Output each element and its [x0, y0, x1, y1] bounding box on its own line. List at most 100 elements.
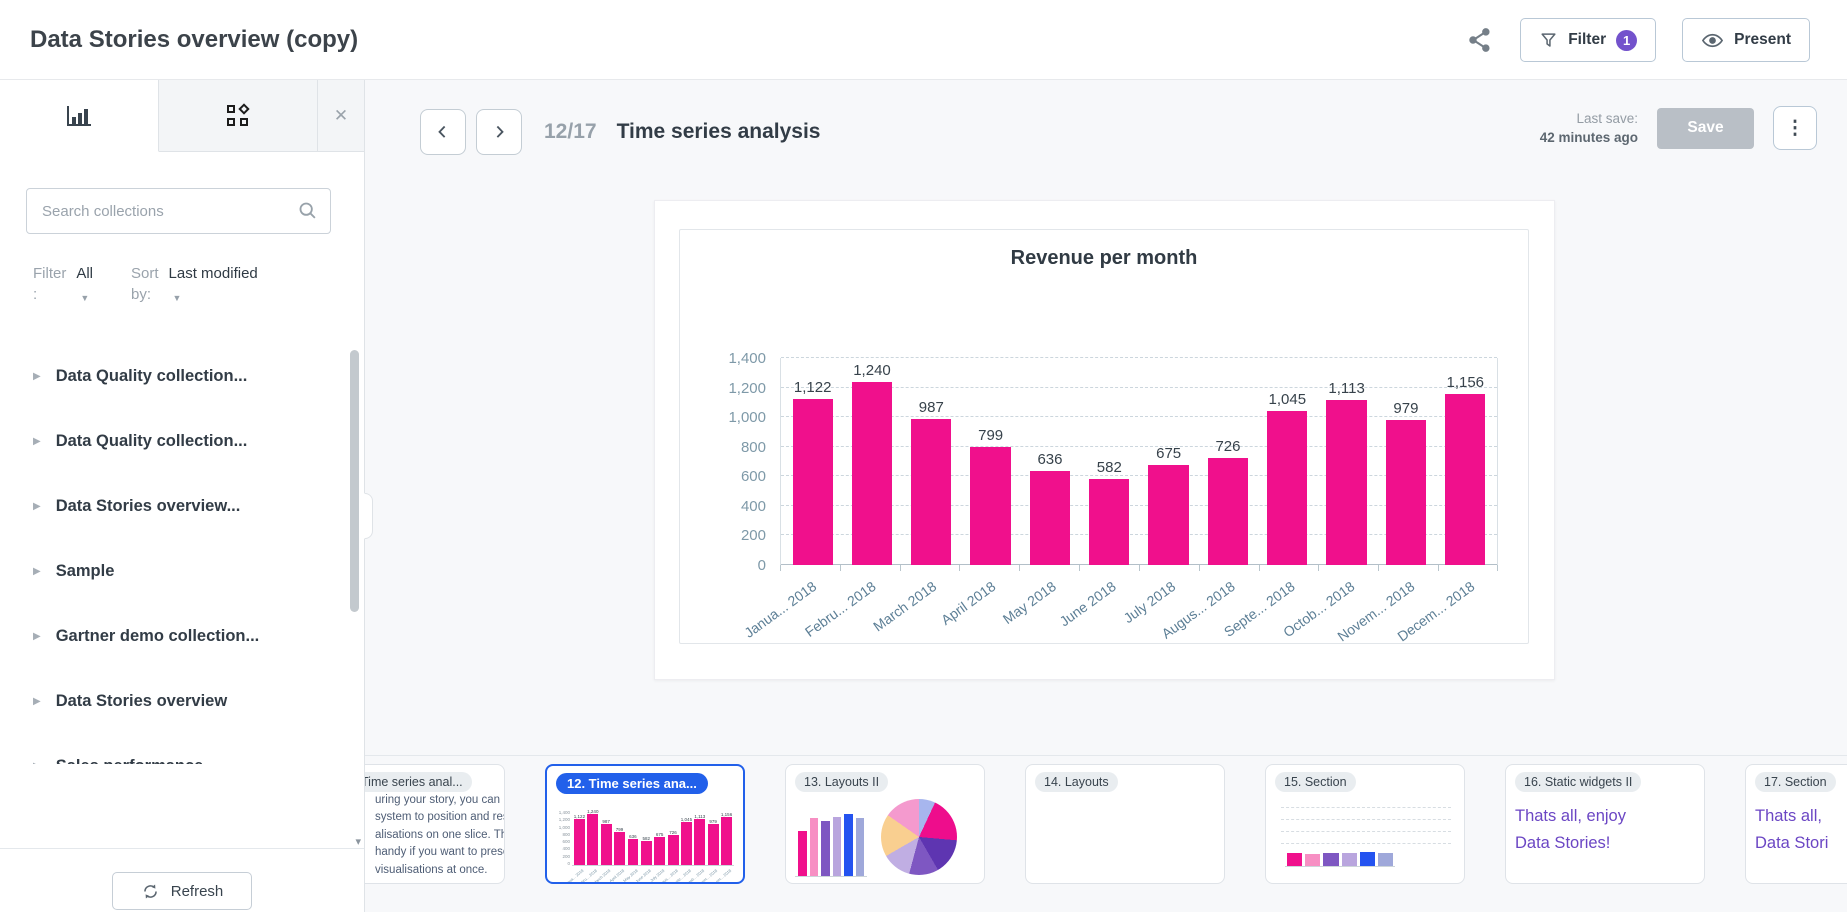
collection-item[interactable]: ▶ Sample [0, 539, 342, 604]
mini-bar-value: 636 [629, 833, 637, 839]
thumbnail-slide-11[interactable]: Time series anal... uring your story, yo… [365, 764, 505, 884]
scrollbar-thumb[interactable] [350, 350, 359, 612]
mini-bar-value: 1,156 [720, 812, 733, 818]
last-save-status: Last save: 42 minutes ago [1540, 109, 1638, 147]
bar[interactable] [1326, 400, 1367, 565]
mini-bar [694, 818, 706, 865]
bar[interactable] [1267, 410, 1308, 565]
mini-bar-slot: 979 [707, 819, 719, 865]
mini-bar [798, 831, 807, 876]
x-tick: Septe... 2018 [1221, 565, 1319, 640]
share-icon[interactable] [1466, 26, 1494, 54]
mini-bar [855, 817, 864, 876]
filter-button[interactable]: Filter 1 [1520, 18, 1657, 62]
mini-bar-slot: 1,113 [694, 814, 706, 865]
bar[interactable] [1029, 470, 1071, 565]
bar[interactable] [851, 381, 893, 565]
bar-slot: 1,113 [1317, 380, 1376, 565]
mini-y-label: 800 [562, 831, 570, 837]
collection-item[interactable]: ▶ Data Stories overview... [0, 474, 342, 539]
tab-widgets[interactable] [159, 80, 318, 151]
scrollbar-down-arrow[interactable]: ▾ [355, 836, 361, 848]
x-axis: Janua... 2018 Febru... 2018 March 2018 Apri… [741, 565, 1498, 644]
bar-value-label: 799 [978, 426, 1004, 444]
thumbnail-slide-12-selected[interactable]: 12. Time series ana... 1,400 1,200 1,000 80… [545, 764, 745, 884]
save-button[interactable]: Save [1657, 107, 1754, 149]
refresh-label: Refresh [170, 882, 224, 900]
mini-bar-value: 1,045 [680, 816, 693, 822]
bar-value-label: 726 [1215, 437, 1241, 455]
bar[interactable] [1148, 465, 1189, 565]
mini-bar-slot: 1,122 [574, 814, 585, 865]
y-tick-label: 600 [740, 468, 766, 486]
sidebar-collapse-handle[interactable] [364, 493, 373, 539]
thumbnail-slide-15[interactable]: 15. Section [1265, 764, 1465, 884]
mini-y-label: 400 [562, 846, 570, 852]
mini-bar-value: 799 [615, 826, 624, 832]
gridline [781, 416, 1497, 418]
thumbnail-slide-16[interactable]: 16. Static widgets II Thats all, enjoy D… [1505, 764, 1705, 884]
list-controls: Filter: All ▼ Sort by: Last modified ▼ [33, 263, 340, 309]
prev-slide-button[interactable] [420, 109, 466, 155]
thumbnail-badge: 14. Layouts [1035, 772, 1118, 792]
bar-slot: 1,240 [842, 362, 901, 565]
filter-dropdown[interactable]: Filter: All ▼ [33, 263, 93, 309]
main-area: 12/17 Time series analysis Last save: 42… [365, 80, 1847, 912]
bar[interactable] [1445, 394, 1486, 565]
collection-item[interactable]: ▶ Sales performance [0, 734, 342, 764]
sort-dropdown[interactable]: Sort by: Last modified ▼ [131, 263, 258, 309]
collection-item[interactable]: ▶ Data Quality collection... [0, 344, 342, 409]
bar-value-label: 1,113 [1328, 380, 1365, 398]
mini-bar-value: 1,113 [694, 813, 706, 819]
collection-item[interactable]: ▶ Gartner demo collection... [0, 604, 342, 669]
bar-value-label: 582 [1096, 458, 1122, 476]
collection-item[interactable]: ▶ Data Stories overview [0, 669, 342, 734]
bar[interactable] [1089, 478, 1130, 565]
present-button[interactable]: Present [1682, 18, 1810, 62]
thumbnail-badge: 12. Time series ana... [556, 773, 708, 794]
bar-slot: 1,045 [1258, 391, 1317, 565]
thumbnail-text-line: uring your story, you can use [375, 794, 504, 806]
header-actions: Filter 1 Present [1466, 18, 1810, 62]
thumbnail-badge: 13. Layouts II [795, 772, 889, 792]
mini-bar [832, 817, 841, 876]
search-input[interactable] [26, 188, 331, 234]
bar[interactable] [911, 419, 952, 565]
bar-value-label: 1,122 [793, 379, 832, 397]
collection-item[interactable]: ▶ Data Quality collection... [0, 409, 342, 474]
revenue-chart-widget[interactable]: Revenue per month 1,400 1,200 1,000 800 600 4… [679, 229, 1529, 644]
bar[interactable] [1385, 420, 1427, 565]
mini-bar [1305, 854, 1321, 866]
more-options-button[interactable]: ⋮ [1773, 106, 1817, 150]
tab-visualizations[interactable] [0, 80, 159, 152]
filter-value: All [76, 265, 94, 282]
filter-count-badge: 1 [1616, 29, 1638, 51]
gridline [781, 534, 1497, 536]
refresh-button[interactable]: Refresh [112, 872, 252, 910]
bar[interactable] [970, 446, 1011, 565]
collection-label: Gartner demo collection... [55, 627, 260, 645]
next-slide-button[interactable] [476, 109, 522, 155]
y-tick-label: 400 [740, 497, 766, 515]
thumbnail-badge: 16. Static widgets II [1515, 772, 1642, 792]
thumbnail-badge: 17. Section [1755, 772, 1836, 792]
chevron-down-icon: ▼ [172, 293, 182, 303]
collection-label: Sample [55, 562, 115, 580]
thumbnail-text-line: system to position and resize [375, 811, 504, 824]
thumbnail-text-line: visualisations at once. [375, 863, 488, 876]
page-indicator: 12/17 [544, 120, 597, 143]
bar[interactable] [1207, 457, 1249, 565]
mini-bar [1323, 852, 1339, 866]
thumbnail-slide-13[interactable]: 13. Layouts II [785, 764, 985, 884]
x-tick: Novem... 2018 [1335, 565, 1438, 644]
bar-slot: 1,122 [783, 379, 842, 565]
thumbnail-slide-17[interactable]: 17. Section Thats all, Data Stori [1745, 764, 1847, 884]
x-tick: Febru... 2018 [802, 565, 900, 640]
mini-bar-slot: 987 [600, 819, 612, 865]
y-tick-label: 1,000 [728, 409, 766, 427]
sidebar-close-button[interactable]: ✕ [318, 80, 364, 151]
y-axis-labels: 1,400 1,200 1,000 800 600 400 200 0 [692, 350, 780, 574]
mini-bar [1341, 852, 1357, 866]
bar[interactable] [792, 399, 833, 565]
thumbnail-slide-14[interactable]: 14. Layouts [1025, 764, 1225, 884]
